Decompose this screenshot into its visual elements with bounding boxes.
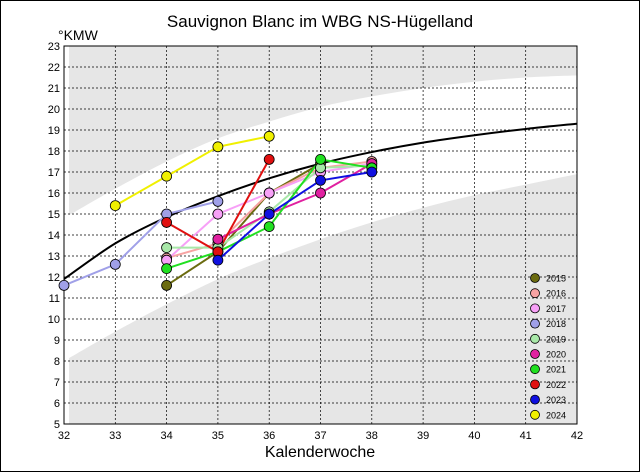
data-point-2018 xyxy=(58,279,70,291)
data-point-2020 xyxy=(315,187,326,199)
data-point-2021 xyxy=(263,221,275,233)
y-tick-label: 17 xyxy=(48,167,60,179)
x-tick-label: 41 xyxy=(520,430,532,442)
data-point-2018 xyxy=(109,258,121,270)
legend-marker-2018 xyxy=(530,318,540,329)
y-tick-label: 10 xyxy=(48,314,60,326)
series-line-2020 xyxy=(217,162,373,241)
y-tick-label: 5 xyxy=(54,419,60,431)
plot-left-strip xyxy=(64,46,69,424)
data-point-2023 xyxy=(212,254,224,266)
y-tick-label: 16 xyxy=(48,188,60,200)
y-tick-label: 23 xyxy=(48,41,60,53)
y-tick-label: 21 xyxy=(48,83,60,95)
data-point-2024 xyxy=(109,200,121,212)
legend-label-2015: 2015 xyxy=(546,274,566,284)
legend-label-2019: 2019 xyxy=(546,334,566,344)
legend-label-2024: 2024 xyxy=(546,410,566,420)
series-line-2023 xyxy=(217,171,372,261)
y-tick-label: 11 xyxy=(49,293,60,305)
y-tick-label: 13 xyxy=(48,251,60,263)
legend-marker-2016 xyxy=(530,288,540,299)
data-point-2022 xyxy=(161,216,173,228)
x-tick-label: 35 xyxy=(212,430,224,442)
y-tick-label: 22 xyxy=(48,62,60,74)
data-point-2023 xyxy=(263,208,275,220)
data-point-2017 xyxy=(263,187,275,199)
y-tick-label: 12 xyxy=(48,272,60,284)
legend-label-2023: 2023 xyxy=(546,395,566,405)
data-point-2018 xyxy=(212,195,224,207)
legend-marker-2021 xyxy=(530,364,540,375)
x-tick-label: 33 xyxy=(109,430,121,442)
x-axis-label: Kalenderwoche xyxy=(264,444,376,461)
chart-title: Sauvignon Blanc im WBG NS-Hügelland xyxy=(166,12,474,31)
legend-marker-2019 xyxy=(530,333,540,344)
y-tick-label: 18 xyxy=(48,146,60,158)
legend-marker-2017 xyxy=(530,303,540,314)
y-tick-label: 7 xyxy=(54,377,60,389)
data-point-2021 xyxy=(315,153,326,165)
legend-label-2021: 2021 xyxy=(546,365,566,375)
data-point-2022 xyxy=(263,153,275,165)
x-tick-label: 40 xyxy=(468,430,480,442)
x-tick-label: 39 xyxy=(417,430,429,442)
data-point-2023 xyxy=(366,166,378,178)
legend-marker-2015 xyxy=(530,273,540,283)
y-tick-label: 9 xyxy=(54,335,60,347)
data-point-2024 xyxy=(263,130,275,142)
legend-label-2020: 2020 xyxy=(546,350,566,360)
legend-label-2018: 2018 xyxy=(546,319,566,329)
series-line-2018 xyxy=(63,200,219,287)
y-tick-label: 20 xyxy=(48,104,60,116)
data-point-2020 xyxy=(212,233,224,245)
y-tick-label: 14 xyxy=(48,230,60,242)
x-tick-label: 37 xyxy=(314,430,326,442)
series-line-2024 xyxy=(114,135,270,207)
data-point-2015 xyxy=(161,279,173,291)
y-tick-label: 8 xyxy=(54,356,60,368)
data-point-2024 xyxy=(212,141,224,153)
x-tick-label: 36 xyxy=(263,430,275,442)
x-tick-label: 34 xyxy=(160,430,172,442)
x-tick-label: 32 xyxy=(58,430,70,442)
y-tick-label: 6 xyxy=(54,398,60,410)
legend-label-2017: 2017 xyxy=(546,304,566,314)
legend-marker-2023 xyxy=(530,394,540,405)
data-point-2021 xyxy=(161,263,173,275)
legend-label-2022: 2022 xyxy=(546,380,566,390)
data-point-2019 xyxy=(161,242,173,254)
y-axis-label: °KMW xyxy=(58,27,98,43)
plot-border xyxy=(63,45,578,425)
legend-marker-2022 xyxy=(530,379,540,390)
y-tick-label: 15 xyxy=(48,209,60,221)
legend-marker-2020 xyxy=(530,349,540,359)
x-tick-label: 38 xyxy=(366,430,378,442)
data-point-2023 xyxy=(315,174,326,186)
legend-marker-2024 xyxy=(530,409,540,420)
data-point-2017 xyxy=(212,208,224,220)
legend-label-2016: 2016 xyxy=(546,289,566,299)
data-point-2024 xyxy=(161,170,173,182)
series-line-2015 xyxy=(166,162,321,287)
y-tick-label: 19 xyxy=(48,125,60,137)
x-tick-label: 42 xyxy=(571,430,583,442)
